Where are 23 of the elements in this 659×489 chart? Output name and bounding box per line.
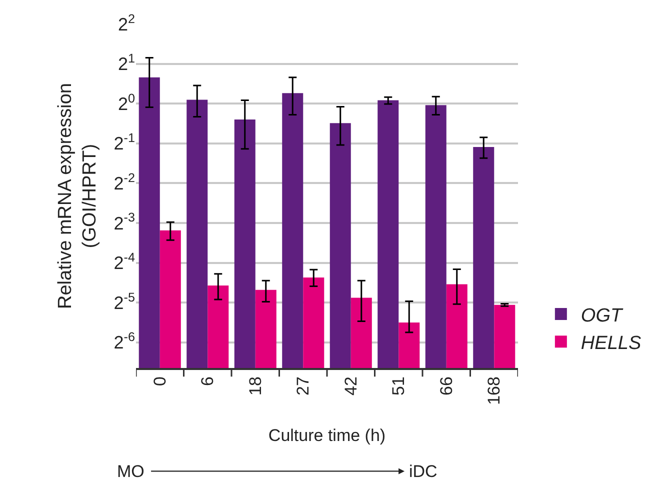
x-tick-label: 168	[484, 376, 504, 405]
x-tick-label: 51	[389, 376, 408, 396]
y-tick-label: 2$^{0}$	[118, 91, 135, 114]
text: MO	[117, 462, 144, 481]
y-tick-label: 2$^{2}$	[118, 12, 135, 34]
x-tick-label: 18	[246, 376, 265, 396]
x-tick-label: 66	[436, 376, 456, 396]
y-tick-label: 2$^{-5}$	[114, 290, 135, 313]
y-tick-label: 2$^{-3}$	[114, 210, 135, 234]
y-tick-label: 2$^{-2}$	[114, 170, 135, 194]
legend-label: HELLS	[580, 333, 642, 354]
y-tick-label: 2$^{-4}$	[114, 250, 135, 274]
y-axis-title: Relative mRNA expression (GOI/HPRT)	[54, 83, 101, 309]
y-tick-label: 2$^{1}$	[118, 52, 135, 74]
legend-label: OGT	[580, 305, 624, 326]
x-tick-label: 27	[294, 376, 313, 396]
y-tick-label: 2$^{-6}$	[114, 330, 135, 353]
x-tick-label: 6	[198, 376, 218, 386]
x-tick-label: 42	[341, 376, 360, 396]
y-tick-label: 2$^{-1}$	[114, 131, 135, 154]
x-axis-title: Culture time (h)	[268, 426, 386, 445]
text: iDC	[409, 462, 438, 481]
x-tick-label: 0	[150, 376, 170, 386]
